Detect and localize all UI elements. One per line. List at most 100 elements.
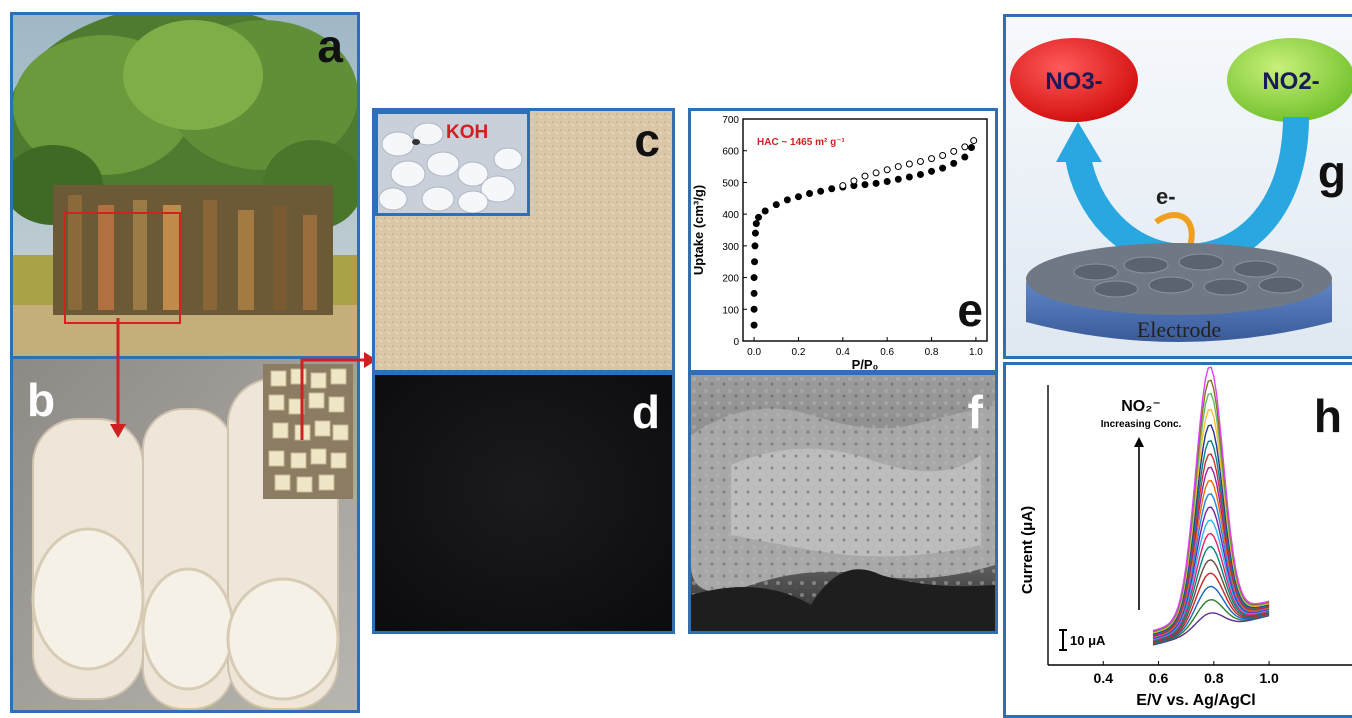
isotherm-ylabel: Uptake (cm³/g)	[691, 185, 706, 275]
x-tick-label: 0.6	[1149, 670, 1169, 686]
panel-label-f: f	[967, 386, 983, 438]
desorption-point	[872, 169, 880, 177]
adsorption-point	[894, 175, 902, 183]
panel-label-d: d	[631, 386, 660, 438]
adsorption-point	[751, 242, 759, 250]
adsorption-point	[861, 181, 869, 189]
adsorption-point	[883, 177, 891, 185]
adsorption-point	[928, 167, 936, 175]
highlight-box	[64, 212, 181, 324]
dpv-curve	[1152, 424, 1270, 635]
x-tick-label: 0.4	[836, 347, 850, 358]
dpv-curve	[1152, 519, 1270, 641]
electrode-label: Electrode	[1137, 317, 1221, 342]
adsorption-point	[750, 274, 758, 282]
desorption-point	[970, 137, 978, 145]
nitrate-label: NO3-	[1045, 68, 1102, 95]
isotherm-xlabel: P/P₀	[852, 357, 879, 370]
x-tick-label: 0.6	[880, 347, 894, 358]
panel-a: a	[10, 12, 360, 359]
isotherm-chart: 0 100 200 300 400 500 600 700 0.0 0.2 0.4 0.6 0.8 1.…	[691, 111, 995, 370]
banana-stem-photo	[13, 359, 357, 710]
adsorption-point	[783, 196, 791, 204]
x-tick-label: 0.0	[747, 347, 761, 358]
adsorption-point	[750, 305, 758, 313]
adsorption-point	[806, 190, 814, 198]
y-tick-label: 300	[722, 242, 739, 253]
koh-pellets-photo	[378, 114, 527, 213]
electron-label: e-	[1156, 184, 1176, 209]
desorption-point	[839, 182, 847, 190]
y-tick-label: 500	[722, 178, 739, 189]
koh-inset: KOH	[375, 111, 530, 216]
oxidation-arrowhead	[1056, 122, 1102, 162]
dpv-curve	[1152, 612, 1270, 646]
panel-c: KOH c	[372, 108, 675, 373]
adsorption-point	[752, 220, 760, 228]
panel-label-e: e	[957, 284, 983, 336]
dpv-curve	[1152, 466, 1270, 637]
desorption-point	[916, 157, 924, 165]
y-tick-label: 100	[722, 305, 739, 316]
increasing-conc-label: Increasing Conc.	[1101, 419, 1182, 430]
dpv-curve	[1152, 572, 1270, 644]
desorption-point	[905, 160, 913, 168]
desorption-point	[950, 147, 958, 155]
dpv-curve	[1152, 532, 1270, 641]
dpv-curve	[1152, 439, 1270, 636]
desorption-point	[928, 155, 936, 163]
adsorption-point	[750, 289, 758, 297]
desorption-point	[894, 163, 902, 171]
y-tick-label: 400	[722, 210, 739, 221]
panel-label-h: h	[1313, 390, 1342, 442]
increasing-arrowhead	[1134, 437, 1144, 447]
desorption-point	[861, 172, 869, 180]
y-tick-label: 200	[722, 274, 739, 285]
desorption-point	[961, 143, 969, 151]
adsorption-point	[967, 144, 975, 152]
adsorption-point	[872, 179, 880, 187]
panel-label-a: a	[317, 20, 343, 72]
x-tick-label: 0.4	[1094, 670, 1114, 686]
adsorption-point	[794, 193, 802, 201]
adsorption-point	[939, 164, 947, 172]
voltammogram-ylabel: Current (μA)	[1019, 506, 1036, 594]
adsorption-point	[828, 185, 836, 193]
y-tick-label: 700	[722, 115, 739, 126]
x-tick-label: 0.2	[792, 347, 806, 358]
adsorption-point	[950, 159, 958, 167]
voltammogram-title: NO₂⁻	[1121, 398, 1161, 415]
adsorption-point	[916, 171, 924, 178]
banana-plant-photo	[13, 15, 357, 356]
desorption-point	[850, 177, 858, 185]
y-tick-label: 600	[722, 147, 739, 158]
dpv-curve	[1152, 479, 1270, 638]
panel-g: NO3- NO2- e- Electrode g	[1003, 14, 1352, 359]
isotherm-annotation: HAC ~ 1465 m² g⁻¹	[757, 137, 845, 148]
panel-d: d	[372, 372, 675, 634]
adsorption-point	[905, 173, 913, 181]
dpv-curve	[1152, 585, 1270, 645]
x-tick-label: 1.0	[1259, 670, 1279, 686]
panel-label-c: c	[634, 114, 660, 166]
adsorption-point	[817, 187, 825, 195]
voltammogram-chart: 0.4 0.6 0.8 1.0 NO₂⁻ Increasing Conc. 10 μA…	[1006, 365, 1352, 715]
dpv-curve	[1152, 392, 1270, 633]
adsorption-point	[961, 153, 969, 161]
dpv-curve	[1152, 559, 1270, 643]
nitrite-bubble	[1227, 38, 1352, 122]
dpv-curve	[1152, 453, 1270, 637]
scale-bar-label: 10 μA	[1070, 633, 1106, 648]
dpv-curve	[1152, 506, 1270, 640]
dpv-curve	[1152, 492, 1270, 639]
panel-f: f	[688, 372, 998, 634]
desorption-point	[939, 151, 947, 159]
adsorption-point	[755, 213, 763, 221]
voltammogram-xlabel: E/V vs. Ag/AgCl	[1136, 692, 1255, 709]
adsorption-point	[772, 201, 780, 209]
adsorption-point	[751, 229, 759, 237]
dpv-curve	[1152, 408, 1270, 634]
panel-label-g: g	[1317, 146, 1346, 198]
nitrate-bubble	[1010, 38, 1138, 122]
dpv-curve	[1152, 366, 1270, 632]
